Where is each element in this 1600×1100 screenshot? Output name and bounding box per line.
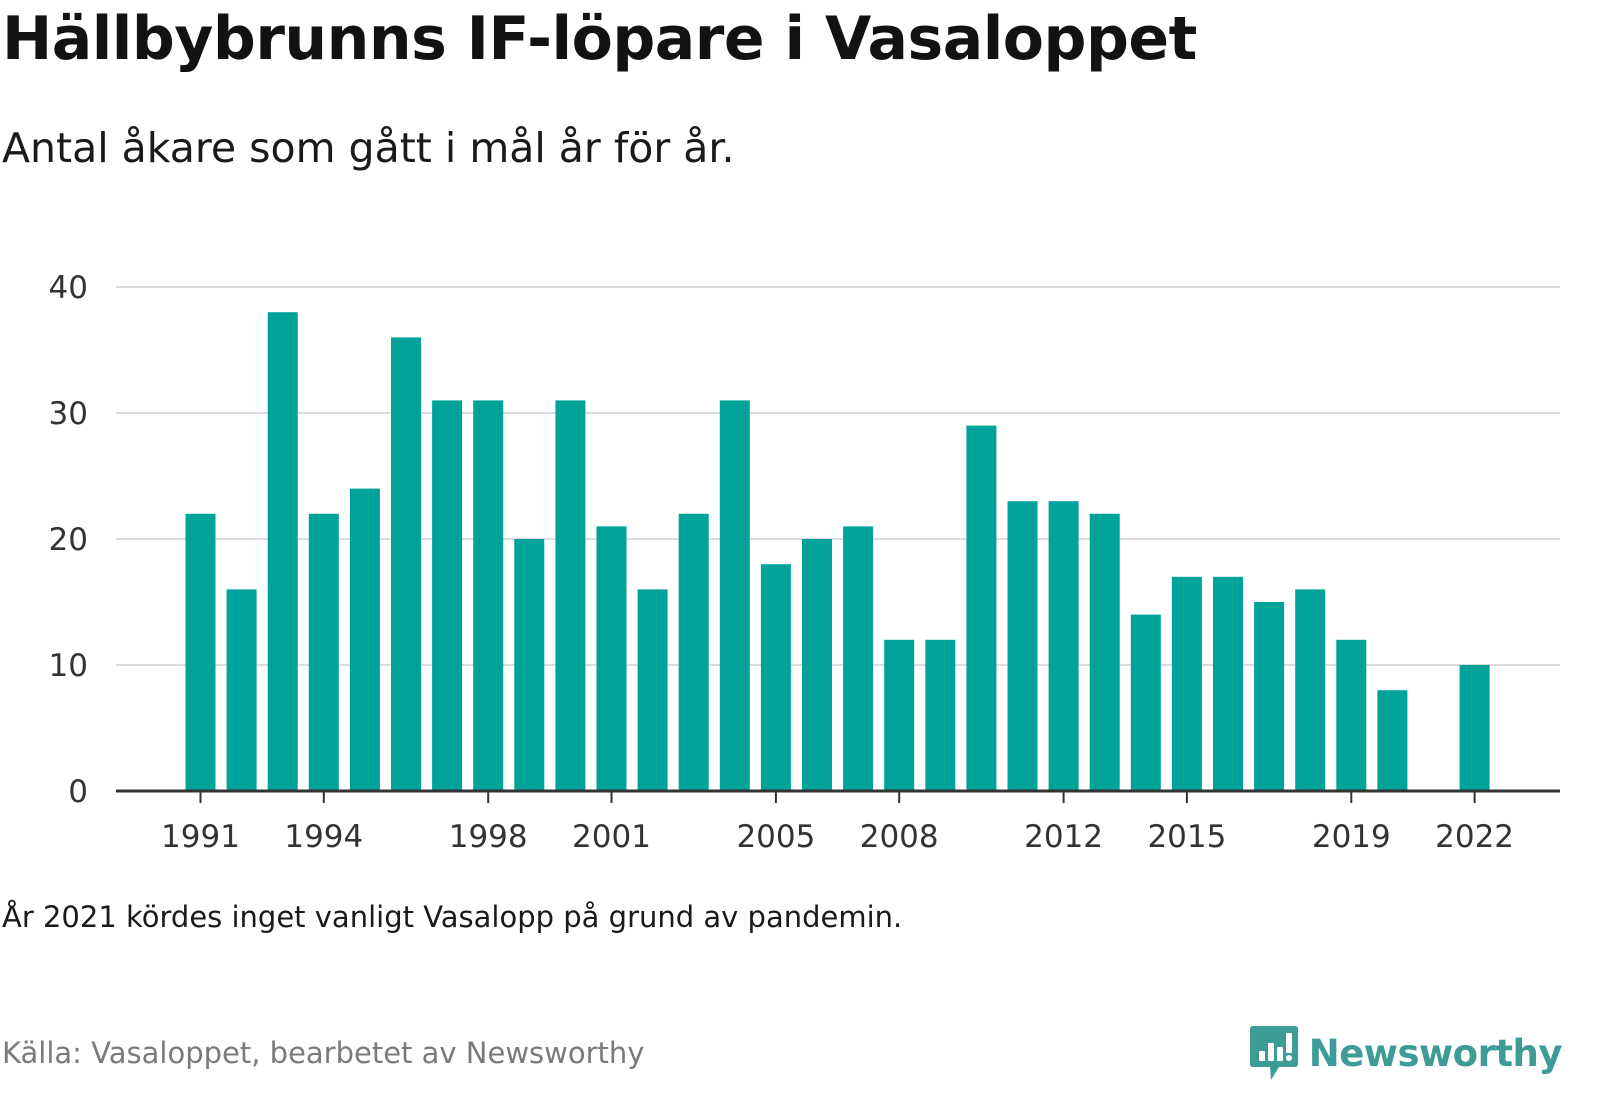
bar-2007	[843, 526, 874, 791]
bar-2015	[1171, 576, 1202, 791]
y-axis-ticks: 0 10 20 30 40	[49, 270, 88, 810]
x-tick-label: 1991	[161, 819, 240, 855]
bar-1993	[267, 312, 298, 791]
bar-1997	[432, 400, 463, 791]
chart-title: Hällbybrunns IF-löpare i Vasaloppet	[2, 4, 1197, 74]
newsworthy-logo: Newsworthy	[1249, 1024, 1563, 1082]
bar-2017	[1254, 602, 1285, 791]
x-axis: 1991 1994 1998 2001 2005 2008 2012 2015 2019 2022	[116, 789, 1560, 855]
bar-2016	[1213, 576, 1243, 791]
bar-2009	[925, 639, 956, 791]
bar-1996	[391, 337, 421, 791]
bar-2012	[1048, 501, 1079, 791]
bar-2011	[1007, 501, 1038, 791]
bar-2004	[719, 400, 750, 791]
brand-name: Newsworthy	[1308, 1031, 1563, 1075]
chart-note: År 2021 kördes inget vanligt Vasalopp på…	[2, 900, 903, 934]
y-tick-label: 30	[49, 396, 88, 432]
bar-2005	[760, 564, 791, 791]
bar-2002	[637, 589, 668, 791]
bar-1991	[185, 513, 216, 791]
bar-2014	[1130, 614, 1161, 791]
x-tick-label: 2015	[1147, 819, 1226, 855]
bar-chart: 0 10 20 30 40 1991 1994 1998 2001 2005 2008 2012 20…	[49, 270, 1560, 855]
bar-2013	[1089, 513, 1120, 791]
bar-2003	[678, 513, 709, 791]
y-tick-label: 10	[49, 648, 88, 684]
bar-2001	[596, 526, 627, 791]
bars	[185, 312, 1490, 791]
x-tick-label: 2019	[1312, 819, 1391, 855]
x-tick-label: 2001	[572, 819, 651, 855]
x-tick-label: 2008	[860, 819, 939, 855]
bar-2022	[1459, 665, 1490, 791]
bar-2010	[966, 425, 997, 791]
y-tick-label: 0	[68, 774, 88, 810]
y-tick-label: 40	[49, 270, 88, 306]
bar-2020	[1377, 690, 1408, 791]
bar-1994	[308, 513, 339, 791]
bar-2000	[555, 400, 586, 791]
bar-2019	[1336, 639, 1367, 791]
source-text: Källa: Vasaloppet, bearbetet av Newswort…	[2, 1036, 645, 1070]
chart-subtitle: Antal åkare som gått i mål år för år.	[2, 124, 735, 172]
x-tick-label: 2012	[1024, 819, 1103, 855]
bar-chart-speech-bubble-icon	[1249, 1026, 1298, 1080]
x-tick-label: 1994	[284, 819, 363, 855]
y-tick-label: 20	[49, 522, 88, 558]
bar-2006	[802, 539, 832, 791]
bar-1995	[349, 488, 380, 791]
bar-1999	[514, 539, 545, 791]
bar-2008	[884, 639, 915, 791]
x-tick-label: 2022	[1435, 819, 1514, 855]
x-tick-label: 1998	[449, 819, 528, 855]
bar-1992	[226, 589, 257, 791]
x-tick-label: 2005	[736, 819, 815, 855]
bar-2018	[1295, 589, 1326, 791]
bar-1998	[473, 400, 504, 791]
